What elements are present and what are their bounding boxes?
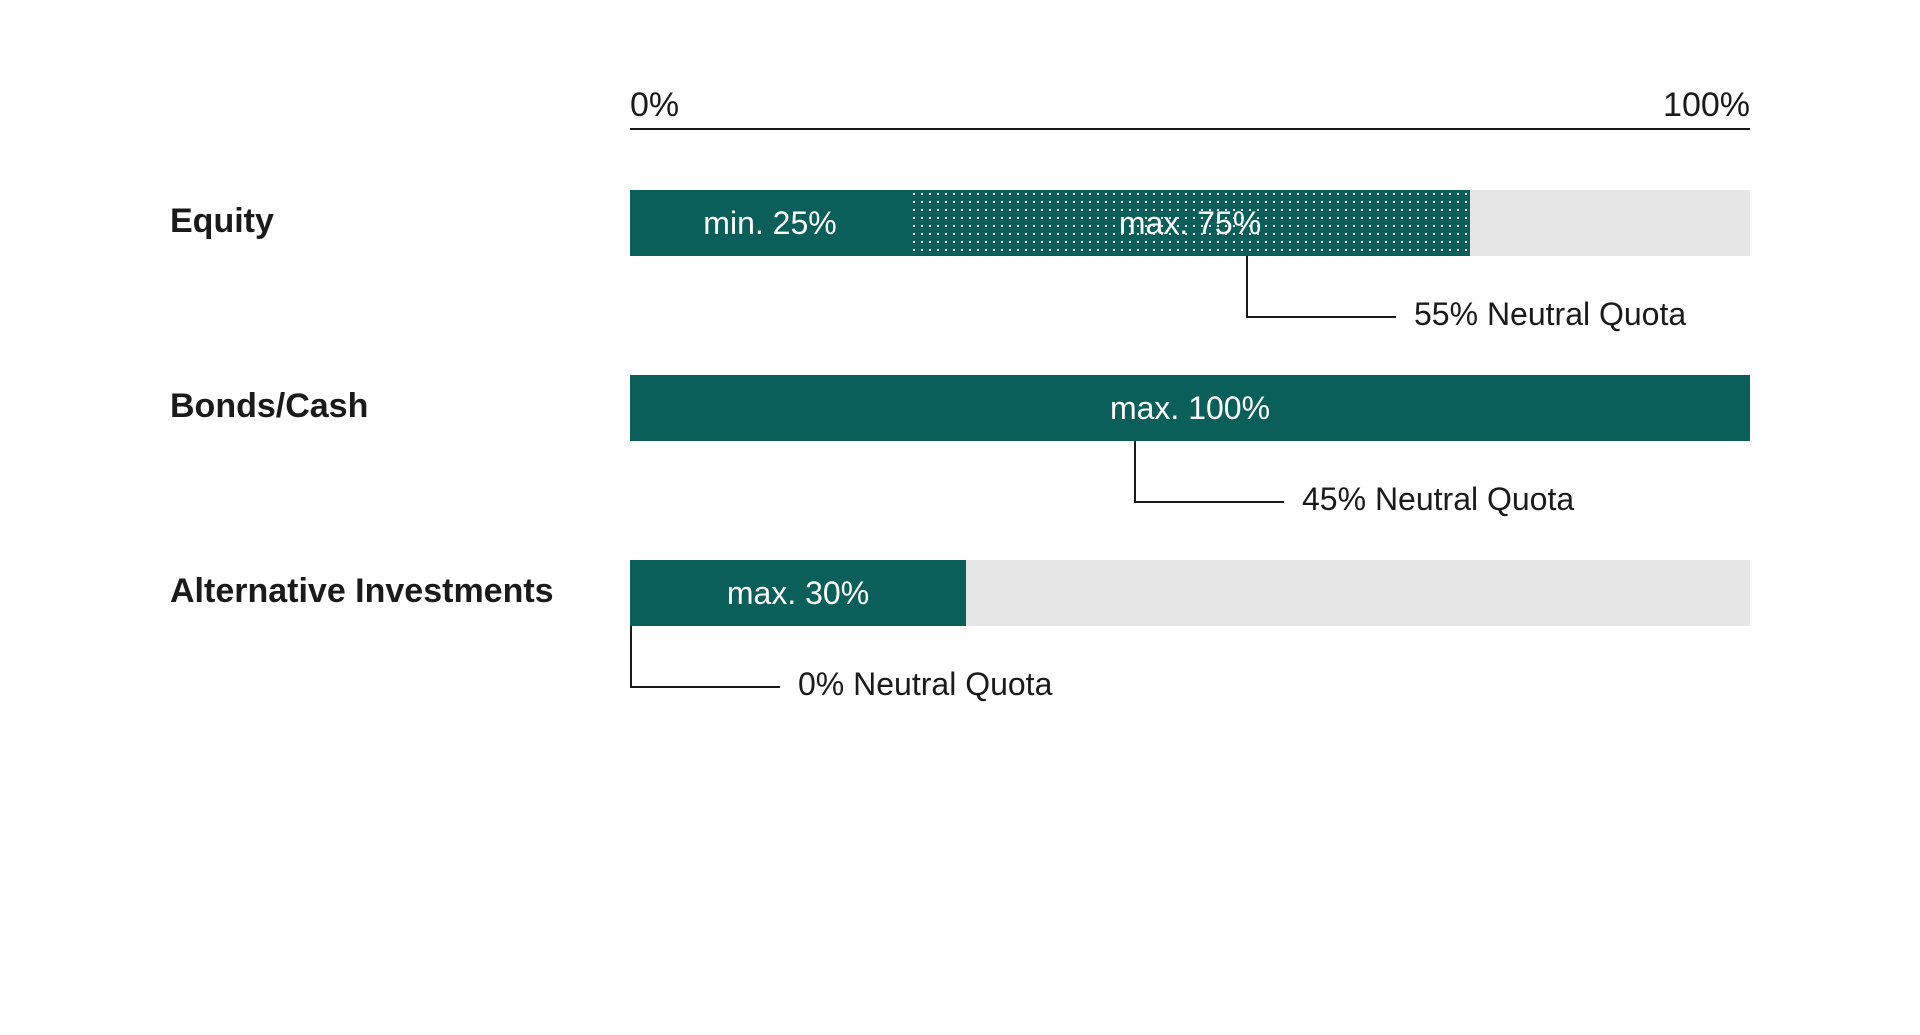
annotation-drop-bonds: [1134, 441, 1136, 501]
annotation-drop-alt: [630, 626, 632, 686]
bar-segment-label-equity-max: max. 75%: [1119, 205, 1261, 242]
axis-max-label: 100%: [1663, 86, 1750, 125]
axis-line: [630, 128, 1750, 130]
bar-segment-bonds-max: max. 100%: [630, 375, 1750, 441]
annotation-lead-equity: [1246, 316, 1396, 318]
category-label-bonds: Bonds/Cash: [170, 387, 368, 426]
bar-track-equity: min. 25% max. 75%: [630, 190, 1750, 256]
category-label-equity: Equity: [170, 202, 274, 241]
allocation-chart: 0% 100% Equity min. 25% max. 75% 55% Neutral…: [170, 80, 1750, 745]
asset-row-bonds: Bonds/Cash max. 100% 45% Neutral Quota: [170, 375, 1750, 560]
annotation-text-alt: 0% Neutral Quota: [798, 666, 1052, 703]
asset-row-equity: Equity min. 25% max. 75% 55% Neutral Quota: [170, 190, 1750, 375]
bar-segment-label-equity-min: min. 25%: [703, 205, 836, 242]
annotation-text-equity: 55% Neutral Quota: [1414, 296, 1686, 333]
axis-min-label: 0%: [630, 86, 679, 125]
bar-track-bonds: max. 100%: [630, 375, 1750, 441]
x-axis: 0% 100%: [630, 80, 1750, 140]
annotation-text-bonds: 45% Neutral Quota: [1302, 481, 1574, 518]
annotation-lead-bonds: [1134, 501, 1284, 503]
bar-segment-label-bonds-max: max. 100%: [1110, 390, 1270, 427]
bar-segment-equity-min: min. 25%: [630, 190, 910, 256]
category-label-alt: Alternative Investments: [170, 572, 554, 611]
bar-segment-label-alt-max: max. 30%: [727, 575, 869, 612]
bar-track-alt: max. 30%: [630, 560, 1750, 626]
annotation-lead-alt: [630, 686, 780, 688]
bar-segment-alt-max: max. 30%: [630, 560, 966, 626]
asset-row-alt: Alternative Investments max. 30% 0% Neutra…: [170, 560, 1750, 745]
annotation-drop-equity: [1246, 256, 1248, 316]
bar-segment-equity-max: max. 75%: [910, 190, 1470, 256]
